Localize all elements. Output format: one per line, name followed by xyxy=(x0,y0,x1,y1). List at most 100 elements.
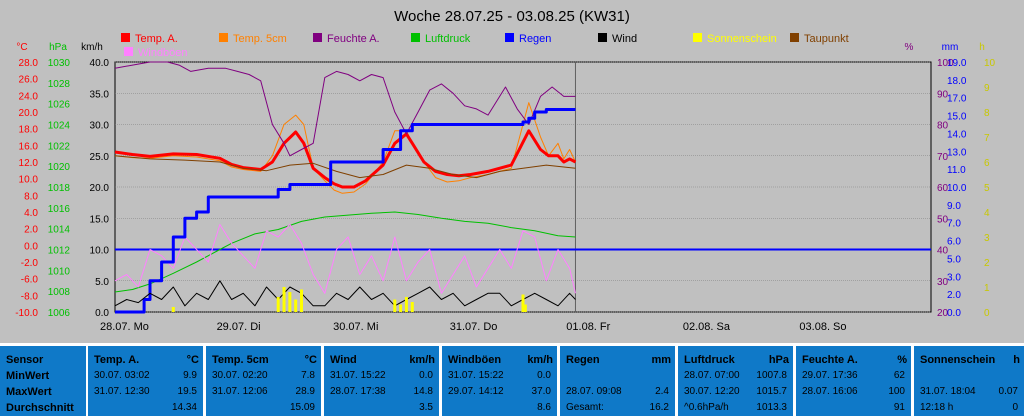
stats-column: Sonnenschein h 31.07. 18:04 0.07 12:18 h 0 xyxy=(914,346,1024,416)
legend: Temp. A. Temp. 5cm Feuchte A. Luftdruck Rege… xyxy=(121,33,849,59)
stats-avg-value: 8.6 xyxy=(537,402,551,413)
legend-label: Feuchte A. xyxy=(327,33,380,45)
legend-swatch xyxy=(121,33,130,42)
wind-tick: 0.0 xyxy=(95,308,109,319)
x-tick-label: 30.07. Mi xyxy=(333,321,378,333)
stats-col-unit: °C xyxy=(186,354,199,366)
legend-label: Windböen xyxy=(138,47,188,59)
humidity-tick: 50 xyxy=(937,214,949,225)
stats-column: Feuchte A.% 29.07. 17:36 62 28.07. 16:06 100… xyxy=(796,346,911,416)
stats-panel: Sensor MinWert MaxWert Durchschnitt Temp. A.… xyxy=(0,343,1024,416)
stats-min-value: 7.8 xyxy=(301,370,315,381)
series-windben-line xyxy=(114,224,576,294)
sunshine-bar xyxy=(276,297,280,312)
stats-col-unit: % xyxy=(897,354,907,366)
stats-max-time: 31.07. 18:04 xyxy=(920,386,976,397)
sun-tick: 10 xyxy=(984,58,996,69)
pressure-tick: 1018 xyxy=(48,183,71,194)
x-axis-labels: 28.07. Mo 29.07. Di 30.07. Mi 31.07. Do 01.0… xyxy=(100,321,847,333)
stats-row-label: Durchschnitt xyxy=(6,402,74,414)
stats-avg-label: ^0.6hPa/h xyxy=(684,402,729,413)
series-luftdruck-line xyxy=(114,211,576,293)
stats-col-unit: °C xyxy=(304,354,317,366)
sunshine-bar xyxy=(393,299,397,312)
temp-tick: -8.0 xyxy=(21,291,39,302)
humidity-tick: 100 xyxy=(937,58,954,69)
axis-units: °C hPa km/h% mm h xyxy=(16,42,984,53)
sunshine-bar xyxy=(300,289,304,312)
legend-label: Luftdruck xyxy=(425,33,471,45)
pressure-tick: 1024 xyxy=(48,121,71,132)
wind-tick: 35.0 xyxy=(90,89,110,100)
temp-tick: 12.0 xyxy=(19,158,39,169)
humidity-tick: 60 xyxy=(937,183,949,194)
stats-max-value: 2.4 xyxy=(655,386,669,397)
stats-col-title: Windböen xyxy=(448,354,502,366)
series-regen-line xyxy=(115,108,576,314)
stats-max-time: 31.07. 12:30 xyxy=(94,386,150,397)
legend-label: Temp. A. xyxy=(135,33,178,45)
rain-tick: 10.0 xyxy=(947,183,967,194)
legend-swatch xyxy=(598,33,607,42)
temp-tick: 8.0 xyxy=(24,191,38,202)
humidity-tick: 90 xyxy=(937,89,949,100)
temp-tick: 10.0 xyxy=(19,175,39,186)
humidity-tick: 70 xyxy=(937,152,949,163)
stats-avg-value: 15.09 xyxy=(289,402,315,413)
sunshine-bar xyxy=(410,302,414,312)
stats-col-title: Luftdruck xyxy=(684,354,735,366)
wind-tick: 15.0 xyxy=(90,214,110,225)
temp-tick: 2.0 xyxy=(24,225,38,236)
legend-swatch xyxy=(124,47,133,56)
legend-label: Wind xyxy=(612,33,637,45)
stats-row-label: MaxWert xyxy=(6,386,52,398)
stats-min-value: 62 xyxy=(893,370,905,381)
stats-min-time: 30.07. 02:20 xyxy=(212,370,268,381)
pressure-tick: 1020 xyxy=(48,162,71,173)
legend-swatch xyxy=(313,33,322,42)
stats-label-column: Sensor MinWert MaxWert Durchschnitt xyxy=(0,346,86,416)
stats-col-title: Temp. 5cm xyxy=(212,354,269,366)
stats-column: Luftdruck hPa 28.07. 07:00 1007.8 30.07. 12:… xyxy=(678,346,793,416)
legend-swatch xyxy=(505,33,514,42)
sun-tick: 9 xyxy=(984,83,990,94)
pressure-tick: 1008 xyxy=(48,287,71,298)
rain-tick: 3.0 xyxy=(947,272,961,283)
temp-tick: -2.0 xyxy=(21,258,39,269)
stats-col-title: Feuchte A. xyxy=(802,354,858,366)
stats-col-unit: km/h xyxy=(409,354,435,366)
stats-max-time: 28.07. 09:08 xyxy=(566,386,622,397)
x-tick-label: 31.07. Do xyxy=(450,321,498,333)
sunshine-bar xyxy=(288,292,292,312)
weather-chart: Woche 28.07.25 - 03.08.25 (KW31) Temp. A… xyxy=(15,8,995,333)
stats-avg-label: Gesamt: xyxy=(566,402,604,413)
axis-unit-rain: mm xyxy=(942,42,959,53)
rain-tick: 18.0 xyxy=(947,76,967,87)
stats-row-label: Sensor xyxy=(6,354,44,366)
humidity-tick: 20 xyxy=(937,308,949,319)
legend-swatch xyxy=(411,33,420,42)
series-wind-line xyxy=(114,280,576,307)
legend-label: Temp. 5cm xyxy=(233,33,287,45)
rain-tick: 5.0 xyxy=(947,254,961,265)
temp-tick: -10.0 xyxy=(15,308,38,319)
legend-swatch xyxy=(219,33,228,42)
stats-max-time: 30.07. 12:20 xyxy=(684,386,740,397)
stats-column: Temp. 5cm °C 30.07. 02:20 7.8 31.07. 12:06 28… xyxy=(206,346,321,416)
stats-col-title: Wind xyxy=(330,354,357,366)
stats-max-time: 28.07. 16:06 xyxy=(802,386,858,397)
stats-avg-value: 0 xyxy=(1012,402,1018,413)
sun-tick: 2 xyxy=(984,258,990,269)
legend-label: Sonnenschein xyxy=(707,33,777,45)
stats-min-time: 29.07. 17:36 xyxy=(802,370,858,381)
stats-max-value: 0.07 xyxy=(998,386,1018,397)
stats-col-unit: h xyxy=(1013,354,1020,366)
rain-tick: 0.0 xyxy=(947,308,961,319)
pressure-tick: 1028 xyxy=(48,79,71,90)
stats-max-time: 31.07. 12:06 xyxy=(212,386,268,397)
axis-ticks: 28.026.024.020.018.016.012.010.08.04.02.… xyxy=(15,58,995,319)
wind-tick: 20.0 xyxy=(90,183,110,194)
wind-tick: 40.0 xyxy=(90,58,110,69)
stats-avg-label: 12:18 h xyxy=(920,402,954,413)
wind-tick: 30.0 xyxy=(90,121,110,132)
